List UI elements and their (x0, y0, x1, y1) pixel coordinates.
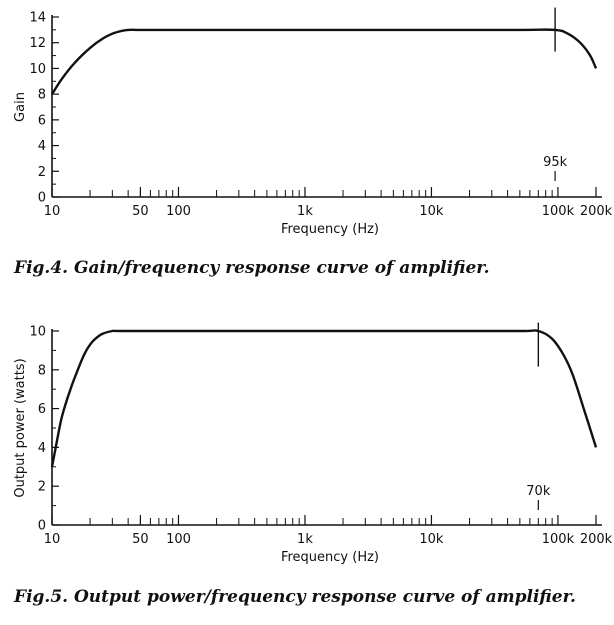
y-tick-label: 4 (38, 441, 46, 456)
output-power-chart: 0 2 4 6 8 10 10 50 100 1k 10k 100k 200k Frequency (Hz… (13, 322, 613, 565)
cutoff-label: 70k (526, 484, 551, 499)
y-axis-title: Gain (13, 92, 28, 122)
y-tick-label: 6 (38, 113, 46, 128)
x-tick-label: 100 (166, 204, 191, 219)
x-tick-label: 1k (297, 204, 313, 219)
x-tick-label: 200k (580, 204, 613, 219)
y-tick-label: 2 (38, 165, 46, 180)
y-axis-title: Output power (watts) (13, 358, 28, 497)
y-tick-label: 12 (29, 36, 46, 51)
y-tick-label: 2 (38, 480, 46, 495)
y-tick-label: 8 (38, 88, 46, 103)
y-tick-label: 10 (29, 62, 46, 77)
figure-5-caption: Fig.5. Output power/frequency response c… (14, 587, 576, 607)
x-tick-label: 50 (132, 532, 149, 547)
response-curve (50, 329, 598, 468)
figure-4-caption: Fig.4. Gain/frequency response curve of … (14, 258, 490, 278)
x-tick-label: 100 (166, 532, 191, 547)
x-tick-label: 10 (44, 204, 61, 219)
y-tick-label: 14 (29, 11, 46, 26)
response-curve (51, 28, 598, 95)
x-tick-label: 50 (132, 204, 149, 219)
x-tick-label: 10k (419, 204, 444, 219)
x-tick-label: 100k (542, 204, 575, 219)
y-tick-label: 0 (38, 519, 46, 534)
y-tick-label: 10 (29, 325, 46, 340)
x-axis-title: Frequency (Hz) (281, 222, 379, 237)
gain-chart: 0 2 4 6 8 10 12 14 10 50 100 1k 10k 100k 200k Frequency… (13, 7, 613, 237)
y-tick-label: 6 (38, 402, 46, 417)
x-tick-label: 10k (419, 532, 444, 547)
cutoff-label: 95k (543, 155, 568, 170)
x-tick-label: 100k (542, 532, 575, 547)
x-tick-label: 1k (297, 532, 313, 547)
y-tick-label: 4 (38, 139, 46, 154)
x-tick-label: 10 (44, 532, 61, 547)
y-tick-label: 0 (38, 191, 46, 206)
x-tick-label: 200k (580, 532, 613, 547)
x-axis-title: Frequency (Hz) (281, 550, 379, 565)
y-tick-label: 8 (38, 363, 46, 378)
